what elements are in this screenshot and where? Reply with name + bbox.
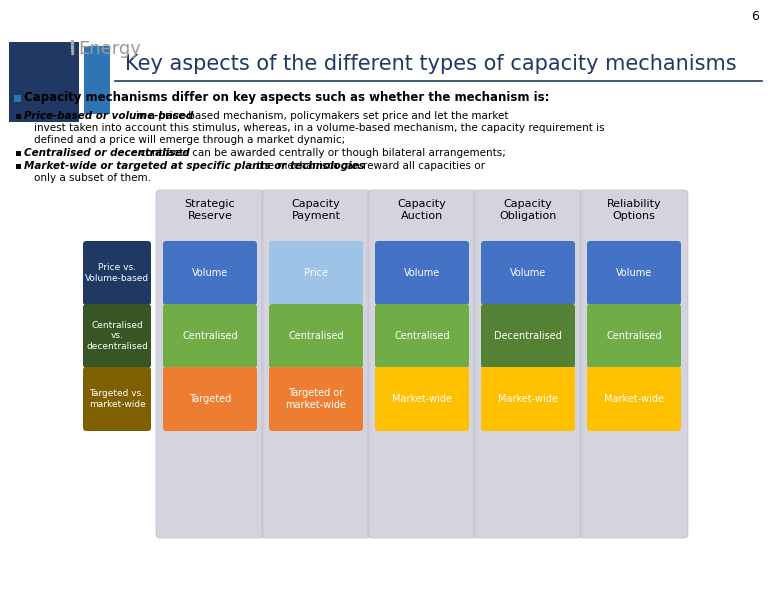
FancyBboxPatch shape: [156, 190, 264, 538]
Text: FTI: FTI: [15, 42, 42, 56]
FancyBboxPatch shape: [368, 190, 476, 538]
Text: Key aspects of the different types of capacity mechanisms: Key aspects of the different types of ca…: [125, 54, 737, 74]
FancyBboxPatch shape: [481, 367, 575, 431]
FancyBboxPatch shape: [587, 367, 681, 431]
Text: : in a price-based mechanism, policymakers set price and let the market: : in a price-based mechanism, policymake…: [129, 111, 509, 121]
Text: Price-based or volume-based: Price-based or volume-based: [24, 111, 194, 121]
Text: Targeted or
market-wide: Targeted or market-wide: [286, 388, 347, 410]
Text: Market-wide: Market-wide: [498, 394, 558, 404]
Text: : contracts can be awarded centrally or though bilateral arrangements;: : contracts can be awarded centrally or …: [133, 148, 506, 158]
FancyBboxPatch shape: [14, 95, 21, 102]
FancyBboxPatch shape: [83, 241, 151, 305]
Text: Centralised: Centralised: [288, 331, 344, 341]
Text: Volume: Volume: [510, 268, 546, 278]
FancyBboxPatch shape: [375, 304, 469, 368]
Text: Energy: Energy: [78, 40, 141, 58]
FancyBboxPatch shape: [163, 304, 257, 368]
Text: Volume: Volume: [192, 268, 228, 278]
Text: invest taken into account this stimulus, whereas, in a volume-based mechanism, t: invest taken into account this stimulus,…: [34, 123, 604, 133]
FancyBboxPatch shape: [84, 46, 110, 114]
FancyBboxPatch shape: [481, 241, 575, 305]
FancyBboxPatch shape: [481, 304, 575, 368]
FancyBboxPatch shape: [269, 304, 363, 368]
Text: Targeted: Targeted: [189, 394, 231, 404]
FancyBboxPatch shape: [262, 190, 370, 538]
FancyBboxPatch shape: [16, 114, 21, 119]
Text: Centralised: Centralised: [394, 331, 450, 341]
Text: Volume: Volume: [616, 268, 652, 278]
FancyBboxPatch shape: [16, 164, 21, 169]
Text: Capacity
Auction: Capacity Auction: [398, 199, 447, 220]
Text: Market-wide: Market-wide: [604, 394, 664, 404]
Text: 6: 6: [751, 10, 759, 23]
FancyBboxPatch shape: [587, 304, 681, 368]
FancyBboxPatch shape: [580, 190, 688, 538]
Text: Centralised: Centralised: [606, 331, 662, 341]
Text: : the mechanism can reward all capacities or: : the mechanism can reward all capacitie…: [250, 161, 485, 171]
Text: Market-wide: Market-wide: [392, 394, 452, 404]
FancyBboxPatch shape: [375, 241, 469, 305]
Text: Volume: Volume: [404, 268, 440, 278]
Text: Capacity mechanisms differ on key aspects such as whether the mechanism is:: Capacity mechanisms differ on key aspect…: [24, 91, 550, 105]
FancyBboxPatch shape: [474, 190, 582, 538]
Text: Capacity
Obligation: Capacity Obligation: [499, 199, 557, 220]
Text: only a subset of them.: only a subset of them.: [34, 173, 151, 183]
Text: Centralised or decentralised: Centralised or decentralised: [24, 148, 190, 158]
FancyBboxPatch shape: [16, 151, 21, 156]
FancyBboxPatch shape: [163, 241, 257, 305]
FancyBboxPatch shape: [163, 367, 257, 431]
FancyBboxPatch shape: [83, 367, 151, 431]
Text: Capacity
Payment: Capacity Payment: [292, 199, 341, 220]
Text: Centralised
vs.
decentralised: Centralised vs. decentralised: [86, 321, 148, 351]
Text: defined and a price will emerge through a market dynamic;: defined and a price will emerge through …: [34, 135, 345, 145]
FancyBboxPatch shape: [83, 304, 151, 368]
Text: ·: ·: [43, 42, 49, 56]
FancyBboxPatch shape: [375, 367, 469, 431]
FancyBboxPatch shape: [9, 42, 79, 122]
Text: Centralised: Centralised: [182, 331, 238, 341]
Text: Reliability
Options: Reliability Options: [607, 199, 661, 220]
Text: Decentralised: Decentralised: [494, 331, 562, 341]
Text: Market-wide or targeted at specific plants or technologies: Market-wide or targeted at specific plan…: [24, 161, 365, 171]
Text: Targeted vs.
market-wide: Targeted vs. market-wide: [89, 389, 146, 409]
FancyBboxPatch shape: [587, 241, 681, 305]
FancyBboxPatch shape: [269, 241, 363, 305]
Text: CL: CL: [51, 42, 72, 56]
Text: Price vs.
Volume-based: Price vs. Volume-based: [85, 263, 149, 283]
FancyBboxPatch shape: [269, 367, 363, 431]
Text: Price: Price: [304, 268, 328, 278]
Text: Strategic
Reserve: Strategic Reserve: [185, 199, 235, 220]
